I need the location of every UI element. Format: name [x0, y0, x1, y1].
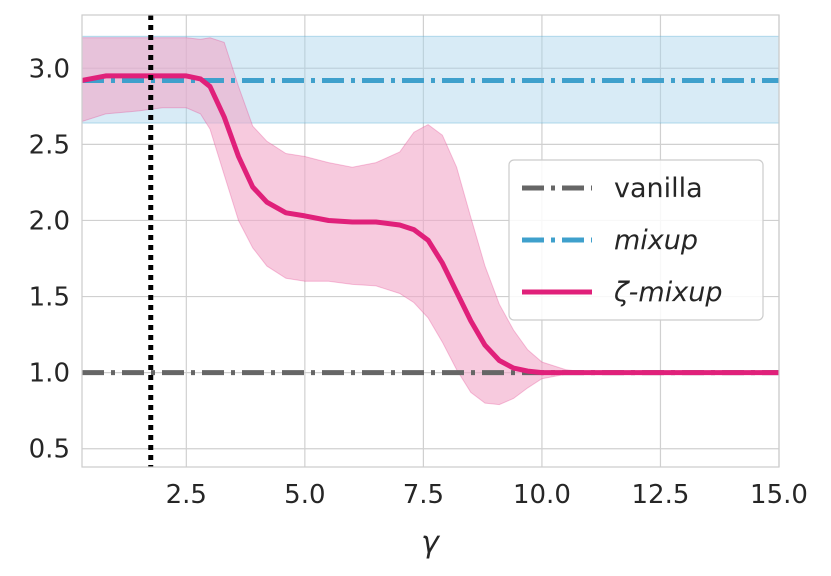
legend-label: ζ-mixup: [613, 277, 722, 308]
y-tick-labels: 0.5 1.0 1.5 2.0 2.5 3.0: [29, 54, 70, 464]
x-tick-label: 15.0: [750, 480, 808, 510]
x-axis-label: γ: [421, 525, 441, 560]
x-tick-label: 12.5: [632, 480, 690, 510]
x-tick-label: 7.5: [403, 480, 444, 510]
legend: vanilla mixup ζ-mixup: [508, 159, 764, 321]
legend-label: vanilla: [614, 173, 703, 204]
legend-box: [508, 159, 764, 321]
x-tick-label: 2.5: [166, 480, 207, 510]
x-tick-label: 5.0: [284, 480, 325, 510]
x-tick-labels: 2.5 5.0 7.5 10.0 12.5 15.0: [166, 480, 808, 510]
legend-label: mixup: [614, 225, 698, 256]
series-lines: [81, 73, 779, 376]
y-tick-label: 2.5: [29, 130, 70, 160]
x-tick-label: 10.0: [513, 480, 571, 510]
plot-frame: [81, 14, 780, 468]
y-tick-label: 3.0: [29, 54, 70, 84]
y-tick-label: 1.5: [29, 283, 70, 313]
zeta-mixup-line: [81, 73, 779, 376]
y-tick-label: 1.0: [29, 359, 70, 389]
y-tick-label: 2.0: [29, 206, 70, 236]
y-tick-label: 0.5: [29, 435, 70, 465]
